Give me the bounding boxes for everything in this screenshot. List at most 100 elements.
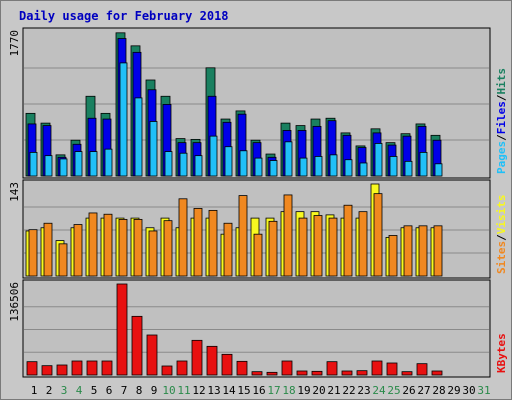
bar-sites-day-4 [73,224,83,277]
day-label-10: 10 [162,384,175,397]
day-label-21: 21 [327,384,340,397]
legend-top: Pages/Files/Hits [495,68,508,174]
bar-sites-day-23 [358,211,368,277]
panel-bottom [22,279,491,378]
bar-pages-day-3 [59,158,68,177]
day-label-4: 4 [76,384,83,397]
legend-entry-middle-0: Sites [495,241,508,274]
bar-pages-day-9 [149,121,158,177]
day-label-16: 16 [252,384,265,397]
bar-pages-day-21 [329,154,338,177]
bar-pages-day-26 [404,160,413,177]
day-label-18: 18 [282,384,295,397]
bar-kbytes-day-26 [401,371,413,376]
bar-sites-day-9 [148,230,158,277]
chart-panels [22,27,491,378]
day-label-20: 20 [312,384,325,397]
legend-entry-top-1: / [495,134,508,141]
bar-kbytes-day-17 [266,371,278,376]
bar-kbytes-day-28 [431,370,443,376]
bar-pages-day-23 [359,162,368,177]
bar-sites-day-8 [133,218,143,277]
bar-sites-day-26 [403,225,413,277]
legend-entry-top-0: Pages [495,141,508,174]
day-label-31: 31 [477,384,490,397]
bar-pages-day-7 [119,62,128,177]
bar-kbytes-day-8 [131,315,143,376]
day-label-6: 6 [106,384,113,397]
y-axis-max-labels: 1770 143 136506 [8,30,21,322]
bar-kbytes-day-16 [251,371,263,376]
day-label-23: 23 [357,384,370,397]
day-label-19: 19 [297,384,310,397]
bar-pages-day-10 [164,151,173,177]
bar-sites-day-15 [238,195,248,277]
bar-sites-day-6 [103,213,113,277]
bar-sites-day-20 [313,215,323,277]
day-label-7: 7 [121,384,128,397]
bar-kbytes-day-23 [356,370,368,376]
day-label-8: 8 [136,384,143,397]
bar-sites-day-19 [298,217,308,277]
day-label-24: 24 [372,384,386,397]
day-label-27: 27 [417,384,430,397]
bar-kbytes-day-10 [161,365,173,376]
day-label-12: 12 [192,384,205,397]
bar-kbytes-day-9 [146,334,158,376]
day-label-2: 2 [46,384,53,397]
bar-kbytes-day-25 [386,362,398,376]
bar-sites-day-3 [58,243,68,277]
bar-sites-day-22 [343,204,353,277]
bar-sites-day-11 [178,198,188,277]
bar-pages-day-22 [344,159,353,177]
bar-kbytes-day-22 [341,370,353,376]
bar-sites-day-7 [118,218,128,277]
day-label-14: 14 [222,384,236,397]
bar-kbytes-day-4 [71,360,83,376]
legend-entry-bottom-0: KBytes [495,333,508,373]
day-label-17: 17 [267,384,280,397]
legend-entry-middle-1: / [495,234,508,241]
day-label-11: 11 [177,384,190,397]
bar-pages-day-1 [29,152,38,177]
bar-sites-day-16 [253,233,263,277]
bar-sites-day-2 [43,222,53,277]
bar-sites-day-1 [28,229,38,277]
bar-sites-day-5 [88,212,98,277]
bar-pages-day-20 [314,156,323,177]
bar-kbytes-day-20 [311,370,323,376]
day-label-9: 9 [151,384,158,397]
bar-kbytes-day-1 [26,361,38,376]
bar-pages-day-12 [194,155,203,177]
bar-sites-day-28 [433,225,443,277]
bar-pages-day-6 [104,148,113,177]
y-max-label-top: 1770 [8,30,21,57]
bar-pages-day-8 [134,97,143,177]
legend-entry-top-2: Files [495,101,508,134]
bar-kbytes-day-6 [101,360,113,376]
bar-pages-day-5 [89,151,98,177]
bar-sites-day-14 [223,222,233,277]
bar-kbytes-day-14 [221,353,233,376]
bar-sites-day-12 [193,208,203,277]
legend-entry-top-4: Hits [495,68,508,95]
bar-pages-day-27 [419,152,428,177]
bar-sites-day-27 [418,225,428,277]
day-axis: 1 2 3 4 5 6 7 8 9 10 11 12 13 14 15 16 17 18 19 20 21 22 23 24 2… [31,384,491,397]
bar-pages-day-25 [389,156,398,177]
bar-kbytes-day-24 [371,360,383,376]
day-label-3: 3 [61,384,68,397]
bar-kbytes-day-27 [416,363,428,376]
bar-pages-day-24 [374,143,383,177]
bar-sites-day-10 [163,220,173,277]
bar-pages-day-2 [44,155,53,177]
legend-entry-middle-2: Visits [495,195,508,235]
bar-kbytes-day-19 [296,370,308,376]
chart-title: Daily usage for February 2018 [19,9,229,23]
bar-kbytes-day-3 [56,364,68,376]
chart-bars [25,32,443,376]
bar-pages-day-18 [284,141,293,177]
bar-kbytes-day-21 [326,361,338,376]
bar-sites-day-13 [208,209,218,277]
